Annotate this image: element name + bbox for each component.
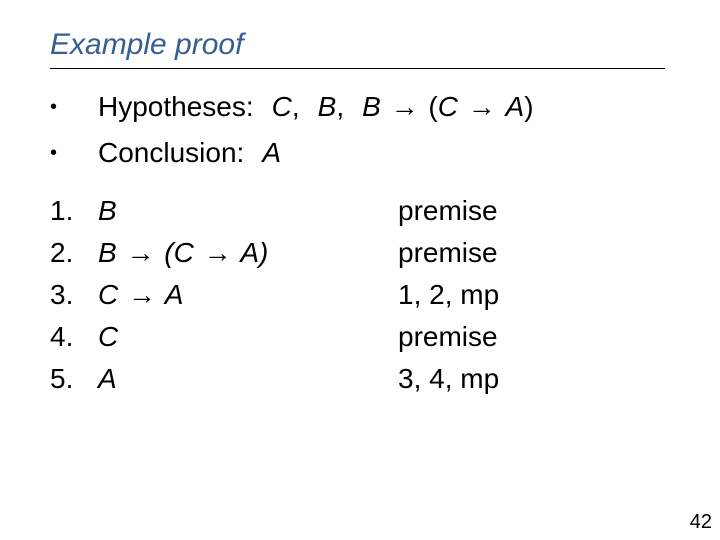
bullet-dot: • (50, 142, 57, 164)
hyp-item-2: B (318, 91, 337, 123)
conclusion-item: A (262, 137, 281, 169)
proof-row: 3. C → A 1, 2, mp (50, 279, 670, 311)
step-formula: C (98, 321, 398, 353)
bullet-dot: • (50, 96, 57, 118)
step-formula: B (98, 195, 398, 227)
step-justification: premise (398, 195, 498, 227)
step-justification: 3, 4, mp (398, 363, 499, 395)
step-number: 4. (50, 321, 98, 353)
proof-row: 2. B → (C → A) premise (50, 237, 670, 269)
step-number: 3. (50, 279, 98, 311)
proof-steps: 1. B premise 2. B → (C → A) premise 3. C… (50, 195, 670, 395)
step-justification: premise (398, 321, 498, 353)
step-number: 5. (50, 363, 98, 395)
hypotheses-label: Hypotheses: (98, 91, 254, 123)
hyp-item-3: B → (C → A) (362, 91, 533, 123)
slide-title: Example proof (50, 28, 665, 69)
proof-row: 4. C premise (50, 321, 670, 353)
step-number: 1. (50, 195, 98, 227)
step-formula: C → A (98, 279, 398, 311)
step-formula: B → (C → A) (98, 237, 398, 269)
step-formula: A (98, 363, 398, 395)
proof-row: 1. B premise (50, 195, 670, 227)
hypotheses-line: • Hypotheses: C, B, B → (C → A) (50, 91, 670, 123)
conclusion-line: • Conclusion: A (50, 137, 670, 169)
step-number: 2. (50, 237, 98, 269)
step-justification: premise (398, 237, 498, 269)
hyp-item-1: C (272, 91, 292, 123)
page-number: 42 (690, 511, 712, 534)
step-justification: 1, 2, mp (398, 279, 499, 311)
proof-row: 5. A 3, 4, mp (50, 363, 670, 395)
conclusion-label: Conclusion: (98, 137, 244, 169)
